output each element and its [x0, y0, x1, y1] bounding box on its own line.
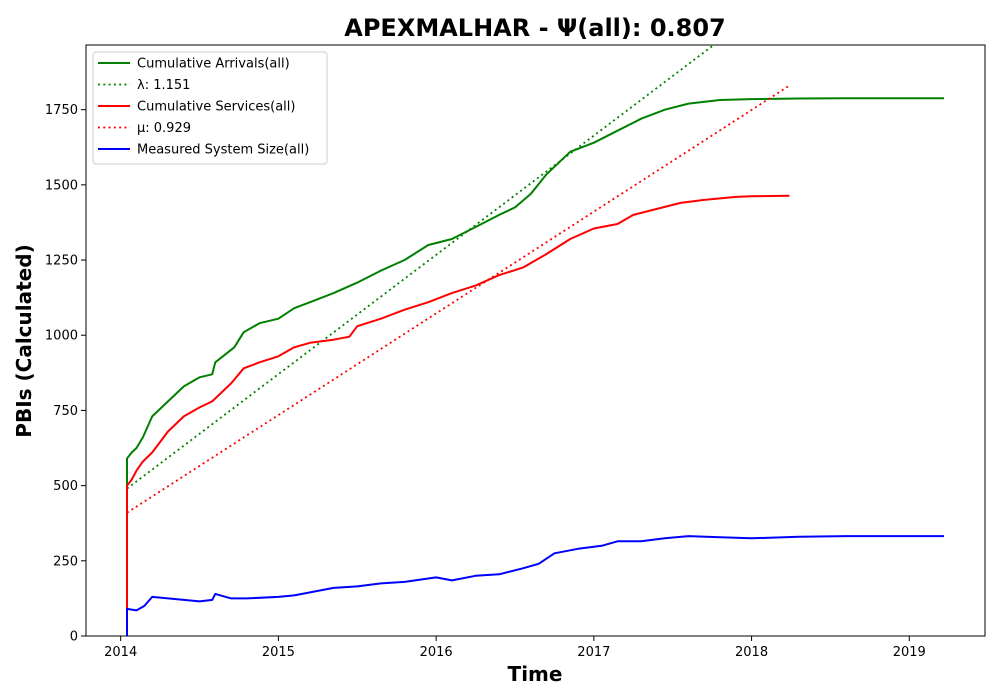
- series-line-0: [126, 97, 944, 636]
- legend-label-2: Cumulative Services(all): [137, 100, 295, 115]
- x-tick-label-4: 2018: [735, 645, 768, 660]
- series-line-3: [126, 84, 790, 514]
- legend-label-1: λ: 1.151: [137, 78, 190, 93]
- x-axis-label: Time: [508, 662, 563, 686]
- chart-title: APEXMALHAR - Ψ(all): 0.807: [344, 14, 725, 42]
- x-tick-label-3: 2017: [577, 645, 610, 660]
- y-tick-label-4: 1000: [45, 329, 78, 344]
- y-tick-label-5: 1250: [45, 254, 78, 269]
- x-axis: 2014 2015 2016 2017 2018 2019: [104, 636, 926, 660]
- x-tick-label-0: 2014: [104, 645, 137, 660]
- legend-frame: [92, 51, 328, 165]
- y-axis-label: PBIs (Calculated): [12, 244, 36, 437]
- y-tick-label-2: 500: [53, 479, 78, 494]
- y-tick-label-6: 1500: [45, 178, 78, 193]
- y-tick-label-0: 0: [70, 630, 78, 645]
- y-tick-label-3: 750: [53, 404, 78, 419]
- legend-label-0: Cumulative Arrivals(all): [137, 57, 290, 72]
- legend: Cumulative Arrivals(all) λ: 1.151 Cumulati…: [92, 51, 328, 165]
- y-axis: 0 250 500 750 1000 1250 1500 1750: [45, 103, 86, 645]
- series-line-4: [126, 535, 944, 636]
- series-layer: [126, 45, 944, 636]
- legend-label-4: Measured System Size(all): [137, 143, 309, 158]
- y-tick-label-7: 1750: [45, 103, 78, 118]
- legend-label-3: μ: 0.929: [137, 121, 191, 136]
- x-tick-label-1: 2015: [262, 645, 295, 660]
- x-tick-label-2: 2016: [420, 645, 453, 660]
- y-tick-label-1: 250: [53, 554, 78, 569]
- series-line-1: [126, 45, 715, 490]
- series-line-2: [126, 194, 790, 636]
- x-tick-label-5: 2019: [893, 645, 926, 660]
